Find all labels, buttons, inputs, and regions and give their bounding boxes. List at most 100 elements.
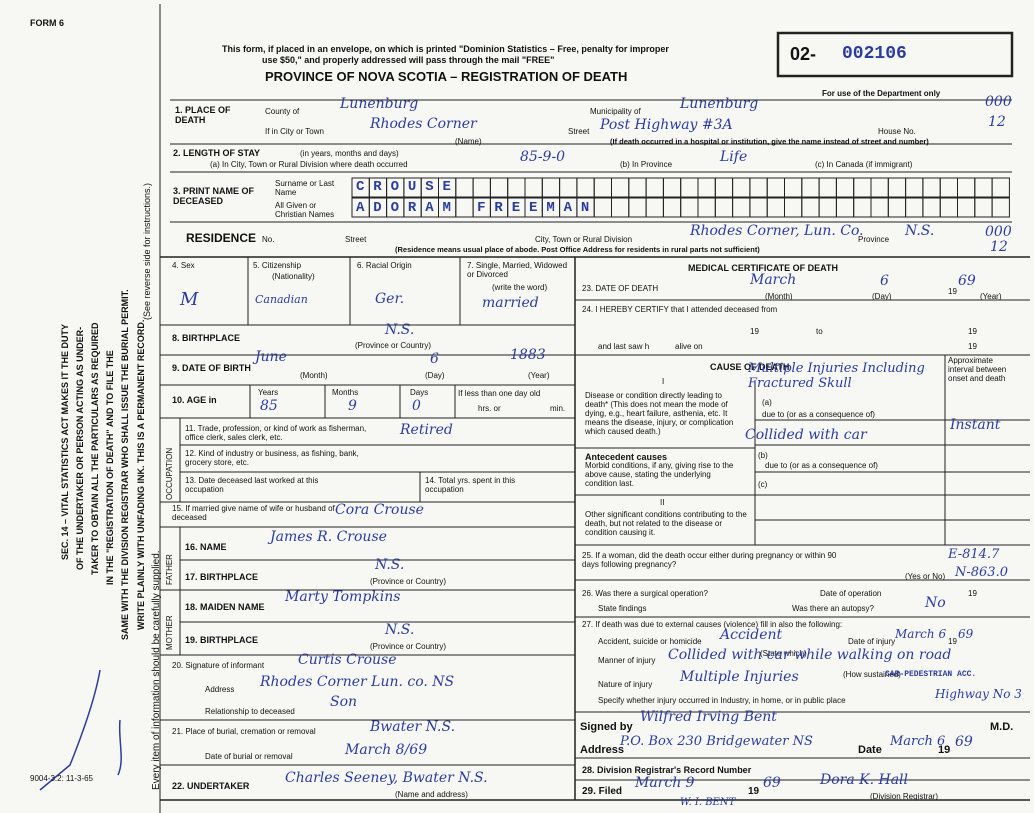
place-label: Specify whether injury occurred in Indus… bbox=[598, 696, 846, 705]
hospital-note: (If death occurred in a hospital or inst… bbox=[610, 137, 929, 146]
letter-box bbox=[593, 177, 613, 198]
label: 6. Racial Origin bbox=[357, 261, 412, 270]
line: N-863.0 bbox=[955, 565, 1008, 580]
letter-box bbox=[697, 197, 716, 218]
last-worked-label: 13. Date deceased last worked at this oc… bbox=[185, 476, 319, 494]
year: 1883 bbox=[510, 347, 546, 363]
days: 0 bbox=[412, 398, 421, 414]
name: James R. Crouse bbox=[270, 529, 387, 545]
division: Rhodes Corner, Lun. Co. bbox=[690, 223, 864, 239]
letter-box bbox=[957, 197, 976, 218]
letter-box bbox=[472, 177, 491, 198]
manner-note: (How sustained) bbox=[843, 670, 901, 679]
letter-box bbox=[887, 177, 907, 198]
antecedent-label: Antecedent causes bbox=[585, 452, 668, 462]
label: 22. UNDERTAKER bbox=[172, 781, 250, 791]
letter-box bbox=[939, 197, 959, 218]
filed-label: 29. Filed bbox=[582, 786, 623, 797]
date-label: Date of burial or removal bbox=[205, 752, 293, 761]
value: Ger. bbox=[375, 291, 405, 307]
minutes-label: min. bbox=[550, 404, 566, 413]
label: 23. DATE OF DEATH bbox=[582, 284, 659, 293]
label: 9. DATE OF BIRTH bbox=[172, 363, 251, 373]
kind-label: Accident, suicide or homicide bbox=[598, 637, 702, 646]
letter-box bbox=[905, 197, 924, 218]
line: (See reverse side for instructions.) bbox=[142, 182, 152, 320]
letter-box bbox=[835, 177, 855, 198]
a-label: (a) bbox=[762, 398, 772, 407]
months: 9 bbox=[348, 398, 357, 414]
to: to bbox=[816, 327, 823, 336]
title: PROVINCE OF NOVA SCOTIA – REGISTRATION O… bbox=[265, 69, 628, 84]
section: OCCUPATION bbox=[165, 447, 174, 500]
letter-box bbox=[662, 177, 682, 198]
line: use $50," and properly addressed will pa… bbox=[262, 55, 555, 65]
years-label: Years bbox=[258, 388, 279, 397]
trade-label: 11. Trade, profession, or kind of work a… bbox=[185, 424, 367, 442]
year: 69 bbox=[958, 273, 976, 289]
letter-box bbox=[697, 177, 716, 198]
letter-box bbox=[680, 177, 699, 198]
birthplace-note: (Province or Country) bbox=[370, 577, 447, 586]
note: (Division Registrar) bbox=[870, 792, 939, 801]
form-code: 9004-3.2: 11-3-65 bbox=[30, 774, 94, 783]
letter-box bbox=[784, 197, 803, 218]
value: Canadian bbox=[255, 293, 308, 306]
year-note: (Year) bbox=[980, 292, 1002, 301]
month-note: (Month) bbox=[765, 292, 793, 301]
b: Life bbox=[720, 149, 748, 165]
c-label: (c) bbox=[758, 480, 768, 489]
letter-box bbox=[835, 197, 855, 218]
letter-box bbox=[541, 177, 561, 198]
line: WRITE PLAINLY WITH UNFADING INK. THIS IS… bbox=[136, 319, 146, 630]
letter-box bbox=[749, 197, 768, 218]
maiden: Marty Tompkins bbox=[285, 589, 401, 605]
month: June bbox=[255, 349, 287, 365]
note: (Province or Country) bbox=[355, 341, 432, 350]
letter-box bbox=[749, 177, 768, 198]
letter-box bbox=[905, 177, 924, 198]
street: Street bbox=[345, 235, 367, 244]
letter-box bbox=[732, 177, 751, 198]
label: RESIDENCE bbox=[186, 231, 257, 245]
to-century: 19 bbox=[968, 327, 977, 336]
section: FATHER bbox=[165, 554, 174, 585]
province: N.S. bbox=[905, 223, 935, 239]
city-label: If in City or Town bbox=[265, 127, 324, 136]
letter-box bbox=[662, 197, 682, 218]
under-day-label: If less than one day old bbox=[458, 389, 541, 398]
a-label: (a) In City, Town or Rural Division wher… bbox=[210, 160, 408, 169]
line: Every item of information should be care… bbox=[151, 550, 162, 790]
relationship-label: Relationship to deceased bbox=[205, 707, 295, 716]
county-label: County of bbox=[265, 107, 300, 116]
label: 27. If death was due to external causes … bbox=[582, 620, 843, 629]
line: IN THE "REGISTRATION OF DEATH" AND TO FI… bbox=[105, 350, 115, 585]
letter-box bbox=[991, 197, 1010, 218]
other-label: Other significant conditions contributin… bbox=[585, 510, 747, 537]
letter-box bbox=[628, 177, 647, 198]
date: March 6 bbox=[890, 734, 946, 749]
house-label: House No. bbox=[878, 127, 916, 136]
value: married bbox=[482, 295, 539, 311]
nature: Multiple Injuries bbox=[680, 669, 799, 685]
name: Wilfred Irving Bent bbox=[640, 709, 777, 725]
month-note: (Month) bbox=[300, 371, 328, 380]
address: P.O. Box 230 Bridgewater NS bbox=[620, 734, 813, 749]
due-to-1: due to (or as a consequence of) bbox=[762, 410, 875, 419]
birthplace-label: 17. BIRTHPLACE bbox=[185, 572, 259, 582]
days-label: Days bbox=[410, 388, 429, 397]
form-label: FORM 6 bbox=[30, 18, 65, 28]
county: Lunenburg bbox=[340, 96, 419, 112]
kind-note: (State which) bbox=[760, 649, 807, 658]
address-label: Address bbox=[580, 744, 625, 756]
last-saw: and last saw h bbox=[598, 342, 650, 351]
manner-label: Manner of injury bbox=[598, 656, 656, 665]
address-label: Address bbox=[205, 685, 235, 694]
letter-box bbox=[714, 177, 734, 198]
title: M.D. bbox=[990, 721, 1014, 733]
date: March 6 bbox=[895, 627, 947, 641]
letter-box bbox=[853, 177, 872, 198]
a: 85-9-0 bbox=[520, 149, 566, 165]
label: 21. Place of burial, cremation or remova… bbox=[172, 727, 316, 736]
